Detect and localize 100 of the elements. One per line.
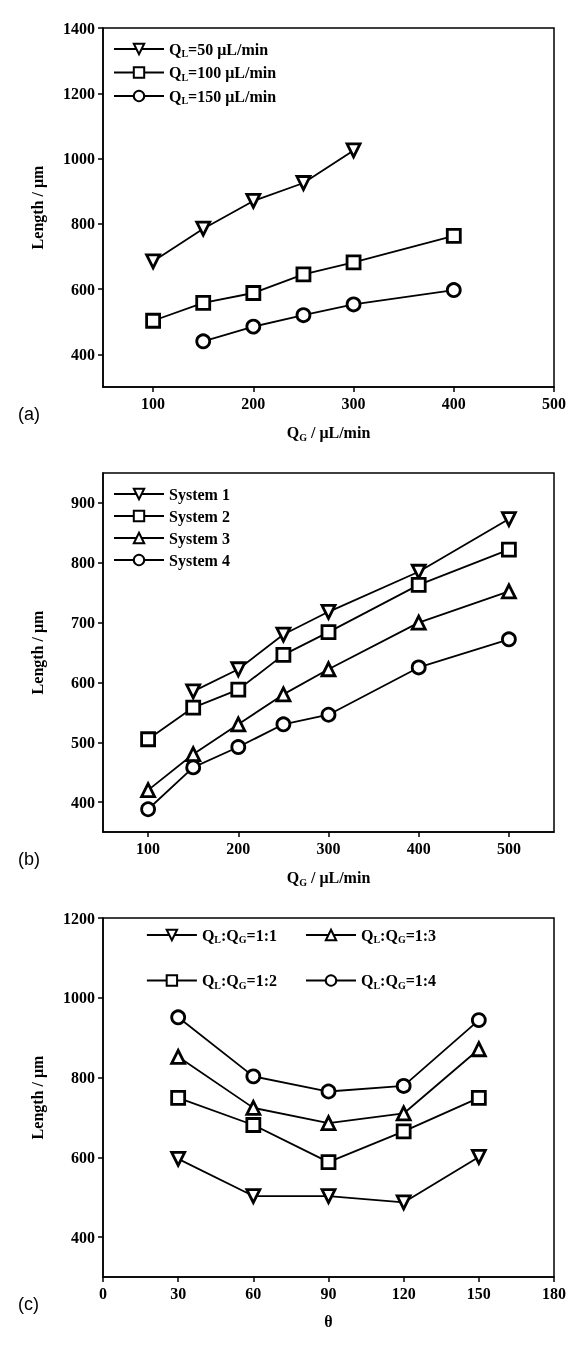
x-tick-label: 100: [141, 394, 166, 412]
y-tick-label: 1200: [63, 84, 95, 102]
point: [185, 746, 202, 763]
point: [140, 731, 156, 748]
point: [345, 142, 362, 159]
text: (a): [18, 404, 40, 424]
y-tick-label: 800: [71, 1069, 95, 1087]
y-tick-label: 600: [71, 1148, 95, 1166]
x-tick-label: 300: [316, 839, 341, 857]
point: [410, 659, 427, 676]
point: [320, 1154, 337, 1171]
point: [320, 1188, 337, 1204]
x-tick-label: 300: [341, 394, 366, 412]
point: [245, 1117, 262, 1133]
point: [470, 1041, 487, 1058]
x-tick-label: 200: [241, 394, 266, 412]
y-tick-label: 700: [71, 614, 95, 632]
point: [140, 801, 156, 818]
y-tick-label: 400: [71, 345, 95, 363]
point: [501, 631, 517, 648]
point: [470, 1090, 487, 1106]
point: [245, 1068, 262, 1085]
x-tick-label: 500: [496, 839, 521, 857]
x-tick-label: 400: [406, 839, 431, 857]
point: [170, 1048, 187, 1065]
y-tick-label: 400: [71, 1228, 95, 1246]
point: [445, 282, 462, 298]
x-tick-label: 0: [99, 1284, 107, 1302]
point: [170, 1009, 187, 1026]
point: [195, 333, 212, 350]
point: [230, 739, 247, 755]
y-tick-label: 500: [71, 733, 95, 751]
y-tick-label: 1400: [63, 19, 95, 37]
point: [145, 253, 162, 270]
point: [275, 646, 292, 663]
point: [245, 285, 262, 301]
y-tick-label: 800: [71, 554, 95, 572]
point: [140, 782, 156, 799]
x-tick-label: 180: [542, 1284, 566, 1302]
x-tick-label: 100: [136, 839, 161, 857]
point: [295, 175, 312, 191]
point: [245, 318, 262, 335]
text: (c): [18, 1294, 39, 1314]
point: [320, 1083, 337, 1100]
y-axis-title: Length / μm: [28, 164, 47, 250]
point: [320, 603, 337, 620]
point: [275, 686, 292, 703]
point: [320, 624, 337, 641]
x-tick-label: 200: [226, 839, 251, 857]
x-tick-label: 90: [320, 1284, 337, 1302]
point: [170, 1151, 187, 1167]
x-tick-label: 400: [441, 394, 466, 412]
point: [195, 220, 212, 237]
y-tick-label: 600: [71, 673, 95, 691]
point: [470, 1149, 487, 1165]
legend-label: System 4: [169, 551, 230, 570]
point: [295, 307, 312, 324]
point: [185, 759, 202, 776]
x-tick-label: 120: [391, 1284, 416, 1302]
point: [345, 254, 362, 271]
point: [395, 1078, 412, 1094]
y-axis-title: Length / μm: [28, 609, 47, 695]
point: [501, 541, 517, 558]
x-tick-label: 30: [170, 1284, 187, 1302]
point: [410, 614, 427, 631]
point: [395, 1123, 412, 1140]
x-tick-label: 60: [245, 1284, 262, 1302]
point: [274, 626, 293, 645]
point: [501, 511, 517, 527]
point: [185, 683, 202, 700]
point: [195, 294, 212, 311]
point: [395, 1194, 412, 1211]
point: [320, 661, 337, 678]
point: [170, 1090, 187, 1106]
y-tick-label: 1200: [63, 909, 95, 927]
legend-label: System 3: [169, 529, 230, 548]
legend-label: System 2: [169, 507, 230, 526]
point: [320, 1115, 337, 1131]
text: (b): [18, 849, 40, 869]
point: [395, 1103, 413, 1122]
point: [230, 716, 247, 733]
point: [245, 1188, 262, 1204]
y-axis-title: Length / μm: [28, 1054, 47, 1140]
point: [410, 576, 427, 593]
point: [445, 227, 462, 244]
x-tick-label: 150: [466, 1284, 491, 1302]
point: [345, 296, 362, 313]
y-tick-label: 800: [71, 215, 95, 233]
point: [230, 681, 247, 698]
point: [230, 661, 247, 678]
point: [295, 266, 312, 283]
point: [275, 716, 292, 733]
y-tick-label: 600: [71, 280, 95, 298]
x-tick-label: 500: [542, 394, 566, 412]
point: [320, 706, 337, 723]
legend-label: System 1: [169, 485, 230, 504]
x-axis-title: θ: [324, 1312, 333, 1330]
y-tick-label: 400: [71, 793, 95, 811]
point: [500, 581, 518, 600]
y-tick-label: 1000: [63, 989, 95, 1007]
